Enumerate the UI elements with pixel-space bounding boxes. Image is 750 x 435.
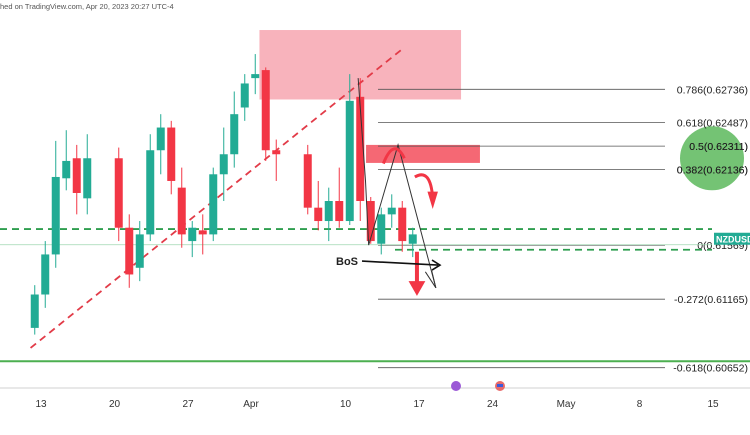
candle-body xyxy=(230,114,239,155)
x-tick-label: 17 xyxy=(413,399,425,410)
flag-icon-stripe xyxy=(497,384,503,387)
x-tick-label: Apr xyxy=(243,399,259,410)
x-tick-label: 13 xyxy=(35,399,47,410)
candle-body xyxy=(41,254,50,295)
fib-label: 0.618(0.62487) xyxy=(677,118,748,130)
candle-body xyxy=(167,127,176,181)
candle-body xyxy=(188,227,197,242)
projection-arrowhead xyxy=(424,270,437,289)
candle-body xyxy=(156,127,165,151)
bos-label: BoS xyxy=(336,256,358,268)
candle-body xyxy=(72,158,81,193)
candle-body xyxy=(125,227,134,275)
x-tick-label: 27 xyxy=(182,399,194,410)
projection-path xyxy=(357,78,437,288)
candle-body xyxy=(303,154,312,208)
candle-body xyxy=(261,70,270,151)
red-arc-arrowhead xyxy=(427,191,438,210)
fib-label: -0.272(0.61165) xyxy=(674,294,748,306)
trendline xyxy=(29,46,405,349)
red-down-arrowhead xyxy=(408,281,426,296)
candle-body xyxy=(387,207,396,215)
candle-body xyxy=(30,294,39,328)
event-icon xyxy=(451,381,461,391)
candle-body xyxy=(272,150,281,155)
candle-body xyxy=(377,214,386,244)
candle-body xyxy=(83,158,92,199)
candle-body xyxy=(366,201,375,242)
fib-label: 0.5(0.62311) xyxy=(689,141,748,153)
candle-body xyxy=(356,96,365,201)
fib-label: 0.382(0.62136) xyxy=(677,164,748,176)
x-tick-label: 15 xyxy=(707,399,719,410)
red-arc-arrow xyxy=(381,147,406,165)
x-tick-label: 8 xyxy=(637,399,643,410)
candle-body xyxy=(62,160,71,179)
x-tick-label: 24 xyxy=(487,399,499,410)
candle-body xyxy=(324,201,333,222)
candle-body xyxy=(345,100,354,222)
candle-body xyxy=(114,158,123,228)
target-circle xyxy=(680,126,744,191)
price-tag-bg xyxy=(714,232,750,245)
header-text: hed on TradingView.com, Apr 20, 2023 20:… xyxy=(0,2,174,11)
candle-body xyxy=(135,234,144,268)
candle-body xyxy=(398,207,407,242)
x-tick-label: May xyxy=(557,399,576,410)
candle-body xyxy=(146,150,155,235)
candle-body xyxy=(314,207,323,222)
candle-body xyxy=(240,83,249,108)
candle-body xyxy=(408,234,417,244)
bos-arrowhead xyxy=(431,259,442,271)
candle-body xyxy=(209,174,218,235)
candle-body xyxy=(251,74,260,79)
price-tag: NZDUSD xyxy=(716,235,750,245)
fib-label: 0.786(0.62736) xyxy=(677,84,748,96)
candle-body xyxy=(219,154,228,175)
x-tick-label: 20 xyxy=(109,399,121,410)
bos-arrow xyxy=(361,260,439,266)
fib-label: -0.618(0.60652) xyxy=(673,363,748,375)
candle-body xyxy=(198,230,207,235)
candle-body xyxy=(177,187,186,235)
x-tick-label: 10 xyxy=(340,399,352,410)
candle-body xyxy=(51,176,60,255)
fib-label: 0.382(0.62136) xyxy=(677,164,748,176)
candle-body xyxy=(335,201,344,222)
fib-label: 0.5(0.62311) xyxy=(689,141,748,153)
